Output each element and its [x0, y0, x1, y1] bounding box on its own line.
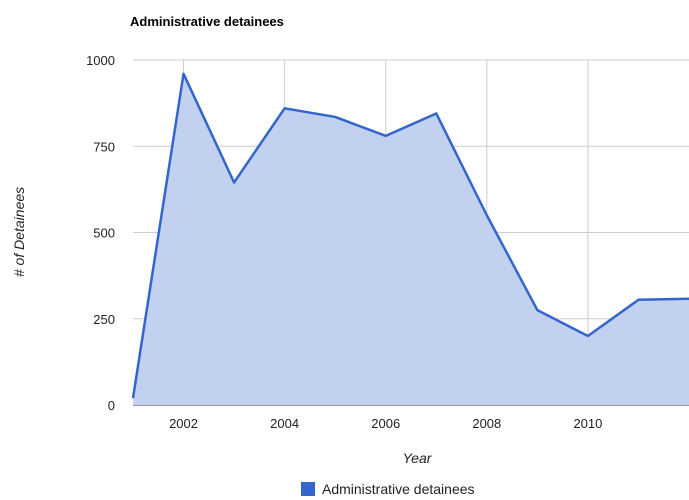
x-tick-label: 2002 [169, 416, 198, 431]
x-tick-label: 2006 [371, 416, 400, 431]
series-area-fill [133, 73, 689, 406]
x-axis-ticks: 2002 2004 2006 2008 2010 [169, 416, 602, 431]
y-tick-label: 500 [93, 226, 115, 241]
x-axis-title: Year [403, 450, 433, 466]
y-tick-label: 0 [108, 398, 115, 413]
y-axis-ticks: 1000 750 500 250 0 [86, 53, 115, 413]
area-layer [131, 72, 689, 406]
x-tick-label: 2004 [270, 416, 299, 431]
series-line[interactable] [131, 72, 689, 399]
legend[interactable]: Administrative detainees [301, 481, 475, 497]
x-tick-label: 2010 [573, 416, 602, 431]
x-tick-label: 2008 [472, 416, 501, 431]
legend-label: Administrative detainees [322, 481, 475, 497]
y-tick-label: 250 [93, 312, 115, 327]
y-tick-label: 1000 [86, 53, 115, 68]
y-axis-title: # of Detainees [11, 187, 27, 277]
legend-swatch [301, 482, 315, 496]
chart-title: Administrative detainees [130, 14, 284, 29]
y-tick-label: 750 [93, 139, 115, 154]
